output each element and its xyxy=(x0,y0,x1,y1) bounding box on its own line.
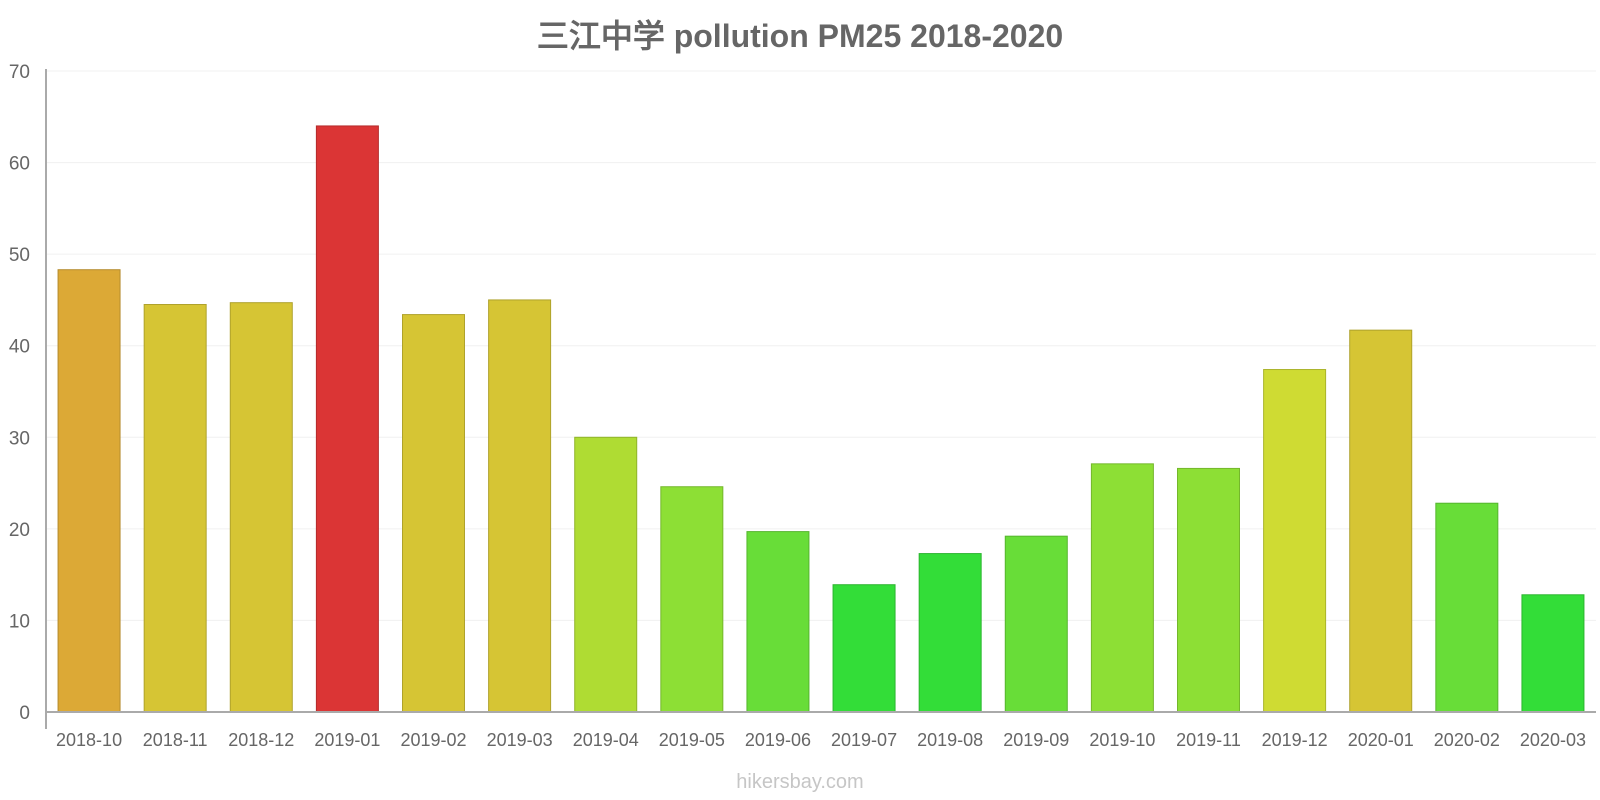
x-tick-label: 2019-02 xyxy=(400,730,466,750)
y-tick-label: 40 xyxy=(9,337,30,358)
bar-2019-06 xyxy=(746,531,810,713)
bar-2020-02 xyxy=(1435,502,1499,713)
watermark: hikersbay.com xyxy=(736,771,863,793)
x-axis-ticks: 2018-10 2018-11 2018-12 2019-01 2019-02 2019-… xyxy=(56,730,1586,750)
x-tick-label: 2019-03 xyxy=(487,730,553,750)
x-tick-label: 2020-02 xyxy=(1434,730,1500,750)
x-tick-label: 2019-09 xyxy=(1003,730,1069,750)
bar-2019-12 xyxy=(1263,369,1327,713)
x-tick-label: 2019-04 xyxy=(573,730,639,750)
bar-2019-03 xyxy=(488,299,552,713)
bar-2018-10 xyxy=(57,269,121,713)
bar-2019-05 xyxy=(660,486,724,713)
x-tick-label: 2019-01 xyxy=(314,730,380,750)
bar-2019-10 xyxy=(1090,463,1154,713)
y-tick-label: 20 xyxy=(9,520,30,541)
x-tick-label: 2019-08 xyxy=(917,730,983,750)
bar-2020-03 xyxy=(1521,594,1585,713)
x-tick-label: 2020-01 xyxy=(1348,730,1414,750)
x-tick-label: 2019-12 xyxy=(1262,730,1328,750)
bar-2019-04 xyxy=(574,436,638,713)
bar-2019-09 xyxy=(1004,535,1068,713)
chart-title: 三江中学 pollution PM25 2018-2020 xyxy=(537,18,1063,54)
x-tick-label: 2018-11 xyxy=(143,730,208,750)
y-tick-label: 70 xyxy=(9,62,30,83)
x-tick-label: 2019-06 xyxy=(745,730,811,750)
bar-2019-07 xyxy=(832,584,896,713)
bar-2019-11 xyxy=(1177,467,1240,713)
x-tick-label: 2019-11 xyxy=(1176,730,1241,750)
grid xyxy=(46,70,1596,621)
bar-2020-01 xyxy=(1349,329,1413,713)
bar-2018-11 xyxy=(143,304,207,713)
bar-2019-08 xyxy=(918,553,982,713)
y-tick-label: 10 xyxy=(9,611,30,632)
bar-2019-01 xyxy=(315,125,379,713)
x-tick-label: 2019-10 xyxy=(1089,730,1155,750)
y-axis-ticks: 0 10 20 30 40 50 60 70 xyxy=(9,62,30,724)
x-tick-label: 2020-03 xyxy=(1520,730,1586,750)
x-tick-label: 2018-12 xyxy=(228,730,294,750)
x-tick-label: 2019-05 xyxy=(659,730,725,750)
y-tick-label: 60 xyxy=(9,154,30,175)
y-tick-label: 0 xyxy=(19,703,30,724)
y-tick-label: 30 xyxy=(9,428,30,449)
bar-2018-12 xyxy=(229,302,293,713)
bar-2019-02 xyxy=(402,314,465,713)
y-tick-label: 50 xyxy=(9,245,30,266)
x-tick-label: 2018-10 xyxy=(56,730,122,750)
bars xyxy=(57,125,1585,713)
x-tick-label: 2019-07 xyxy=(831,730,897,750)
